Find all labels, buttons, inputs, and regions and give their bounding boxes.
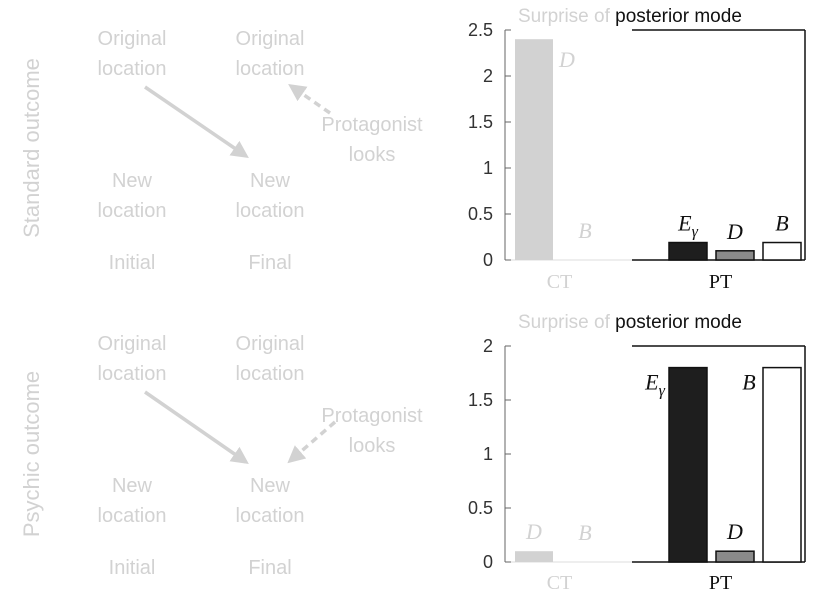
bar [715,250,755,261]
orig-location-final-label: Original location [235,333,305,385]
title-main: posterior mode [615,6,742,27]
y-tick-label: 1.5 [468,390,493,410]
category-label-ct: CT [547,572,573,594]
bar-label: B [578,520,591,545]
y-tick-label: 2 [483,336,493,356]
y-tick-label: 0 [483,552,493,572]
chart-title-bottom: Surprise of posterior mode [518,312,742,334]
bar [515,551,553,562]
category-label-ct: CT [547,271,573,293]
y-tick-label: 0 [483,250,493,270]
bar-label: Eγ [677,211,698,241]
category-label-pt: PT [709,572,732,594]
bar-label: B [578,218,591,243]
look-arrow [287,420,337,464]
category-label-pt: PT [709,271,732,293]
orig-location-final-label: Original location [235,28,305,80]
look-arrow [288,84,331,115]
move-arrow [144,85,249,158]
title-main: posterior mode [615,312,742,333]
orig-location-initial-label: Original location [97,28,167,80]
bar [515,39,553,261]
bar-label: B [742,370,755,395]
bar [762,366,802,563]
initial-label: Initial [108,252,156,274]
bar [762,241,802,261]
bar-label: B [775,211,788,236]
bar-label: D [726,219,743,244]
y-tick-label: 1 [483,444,493,464]
new-location-final-label: New location [235,170,305,222]
bar [715,550,755,563]
bar-label: D [726,519,743,544]
new-location-initial-label: New location [97,475,167,527]
bar [668,366,708,563]
bar-label: Eγ [644,370,665,400]
chart-title-top: Surprise of posterior mode [518,6,742,28]
new-location-initial-label: New location [97,170,167,222]
bar [668,241,708,261]
new-location-final-label: New location [235,475,305,527]
y-tick-label: 0.5 [468,204,493,224]
bar-label: D [558,47,575,72]
bar-label-subscript: γ [692,224,699,241]
final-label: Final [248,252,292,274]
final-label: Final [248,557,292,579]
chart-top: 0 0.5 1 1.5 2 2.5 D B Eγ D B CT PT [468,20,806,293]
protagonist-looks-label: Protagonist looks [321,114,423,166]
bar-label-subscript: γ [659,383,666,400]
y-tick-label: 2.5 [468,20,493,40]
bar-label: D [525,519,542,544]
protagonist-looks-label: Protagonist looks [321,405,423,457]
y-tick-label: 0.5 [468,498,493,518]
initial-label: Initial [108,557,156,579]
y-tick-label: 1 [483,158,493,178]
move-arrow [144,390,249,464]
chart-bottom: 0 0.5 1 1.5 2 D B Eγ D B CT PT [468,336,806,594]
y-tick-label: 2 [483,66,493,86]
orig-location-initial-label: Original location [97,333,167,385]
y-tick-label: 1.5 [468,112,493,132]
title-prefix: Surprise of [518,312,616,333]
title-prefix: Surprise of [518,6,616,27]
